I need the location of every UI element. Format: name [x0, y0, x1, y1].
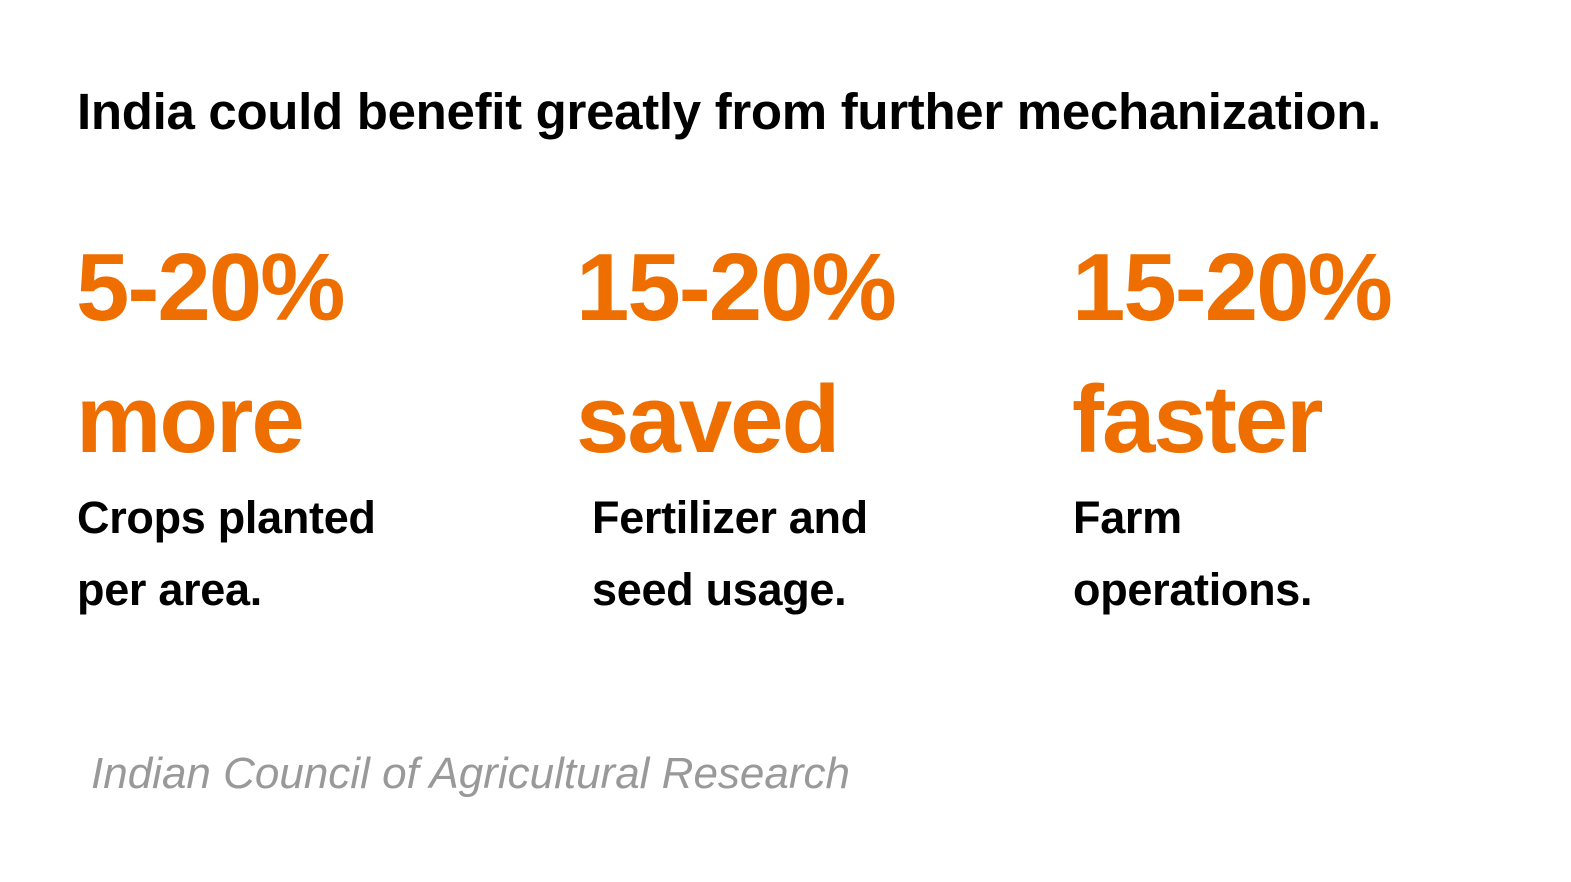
stat-figure-value: 15-20% [1072, 234, 1393, 341]
stat-description-line: operations. [1073, 564, 1313, 615]
stat-description-line: seed usage. [592, 564, 847, 615]
stat-figure-qualifier: faster [1072, 366, 1323, 473]
stat-description: Crops planted per area. [77, 482, 376, 626]
stat-fertilizer-seed: 15-20% saved Fertilizer and seed usage. [576, 222, 897, 615]
stat-crops-planted: 5-20% more Crops planted per area. [76, 222, 376, 615]
stat-farm-operations: 15-20% faster Farm operations. [1072, 222, 1393, 615]
stat-description-line: per area. [77, 564, 262, 615]
stat-figure-value: 5-20% [76, 234, 345, 341]
stat-description: Fertilizer and seed usage. [592, 482, 868, 626]
source-attribution: Indian Council of Agricultural Research [91, 749, 850, 798]
headline: India could benefit greatly from further… [77, 83, 1381, 140]
stat-figure-value: 15-20% [576, 234, 897, 341]
stat-description: Farm operations. [1073, 482, 1313, 626]
stat-description-line: Crops planted [77, 492, 376, 543]
stat-figure: 15-20% saved [576, 222, 897, 486]
stat-figure-qualifier: more [76, 366, 305, 473]
stat-description-line: Farm [1073, 492, 1182, 543]
stat-description-line: Fertilizer and [592, 492, 868, 543]
stat-figure: 15-20% faster [1072, 222, 1393, 486]
stat-figure-qualifier: saved [576, 366, 840, 473]
stat-figure: 5-20% more [76, 222, 345, 486]
